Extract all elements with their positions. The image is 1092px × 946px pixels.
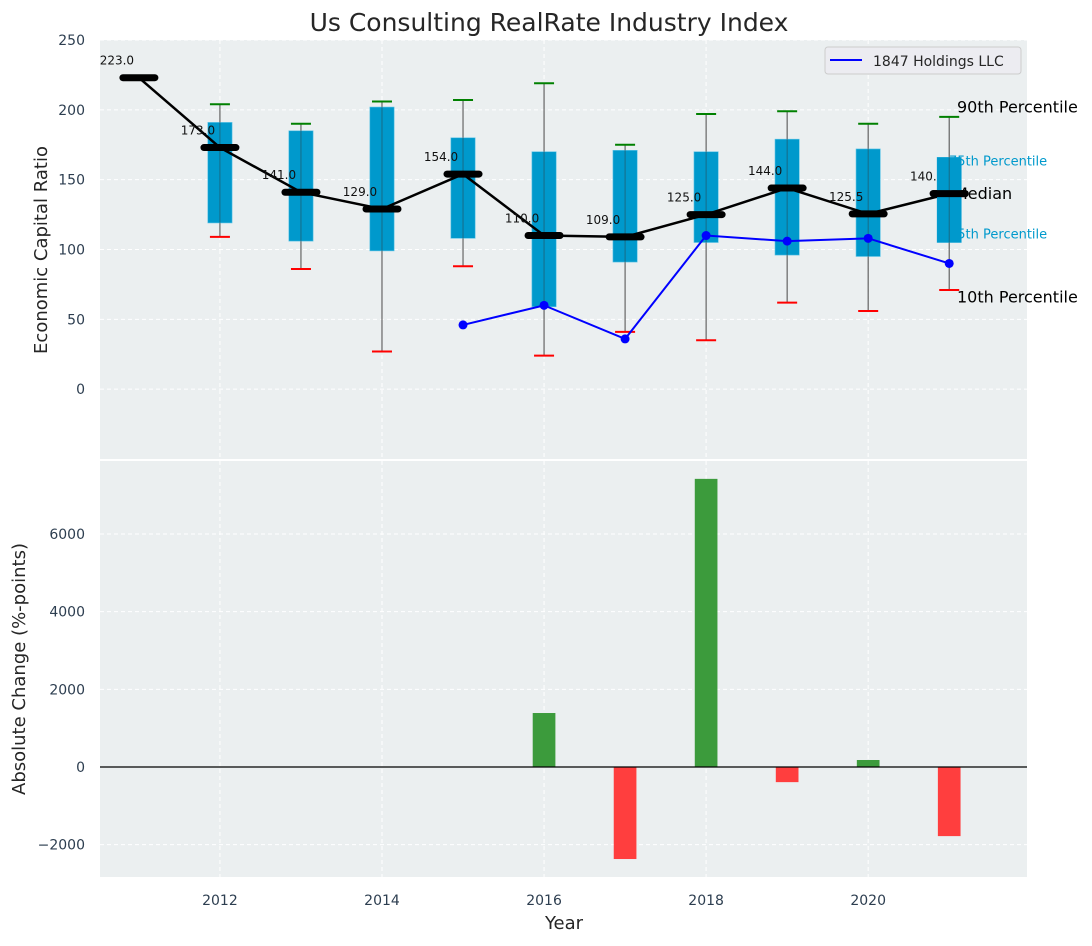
legend: 1847 Holdings LLC [824, 46, 1022, 75]
median-value-label: 129.0 [343, 185, 377, 199]
iqr-box [450, 137, 476, 239]
company-point [458, 320, 468, 330]
iqr-box [612, 150, 638, 263]
median-value-label: 223.0 [100, 54, 134, 68]
iqr-box-overlay [937, 157, 962, 243]
x-tick-label: 2012 [202, 893, 238, 909]
annotation-p75: 75th Percentile [949, 155, 1047, 170]
iqr-box [774, 138, 800, 256]
annotation-p10: 10th Percentile [957, 288, 1078, 307]
y-tick-label: 2000 [49, 682, 85, 698]
change-bar [532, 713, 556, 767]
change-bar [937, 766, 961, 837]
change-bar [613, 766, 637, 860]
top-y-axis-label: Economic Capital Ratio [31, 146, 52, 354]
median-value-label: 154.0 [424, 150, 458, 164]
annotation-p25: 25th Percentile [949, 227, 1047, 242]
bottom-y-axis-label: Absolute Change (%-points) [9, 543, 30, 795]
change-bar [856, 760, 880, 767]
legend-box [824, 46, 1022, 75]
company-point [944, 258, 954, 268]
change-bar [775, 766, 799, 783]
company-point [620, 334, 630, 344]
median-value-label: 109.0 [586, 213, 620, 227]
y-tick-label: 250 [58, 33, 85, 49]
company-point [863, 233, 873, 243]
y-tick-label: 200 [58, 103, 85, 119]
median-value-label: 110.0 [505, 212, 539, 226]
company-point [701, 231, 711, 241]
median-value-label: 173.0 [181, 124, 215, 138]
x-tick-label: 2018 [688, 893, 724, 909]
annotation-p90: 90th Percentile [957, 98, 1078, 117]
bottom-plot-area [100, 461, 1027, 877]
company-point [782, 236, 792, 246]
iqr-box [693, 151, 719, 243]
median-value-label: 144.0 [748, 164, 782, 178]
change-bar [694, 478, 718, 767]
x-axis-label: Year [544, 913, 584, 934]
legend-label: 1847 Holdings LLC [873, 54, 1004, 70]
median-value-label: 125.0 [667, 191, 701, 205]
iqr-box [369, 106, 395, 252]
median-value-label: 141.0 [262, 168, 296, 182]
x-tick-label: 2014 [364, 893, 400, 909]
iqr-box [288, 130, 314, 242]
company-point [539, 300, 549, 310]
y-tick-label: 0 [76, 382, 85, 398]
y-tick-label: 150 [58, 173, 85, 189]
x-tick-label: 2016 [526, 893, 562, 909]
y-tick-label: 0 [76, 760, 85, 776]
x-tick-label: 2020 [850, 893, 886, 909]
y-tick-label: 6000 [49, 527, 85, 543]
y-tick-label: 4000 [49, 605, 85, 621]
annotation-median: Median [954, 184, 1012, 203]
median-value-label: 125.5 [829, 190, 863, 204]
median-value-label: 140.0 [910, 170, 944, 184]
y-tick-label: 50 [67, 312, 85, 328]
y-tick-label: −2000 [38, 838, 85, 854]
y-tick-label: 100 [58, 243, 85, 259]
chart-title: Us Consulting RealRate Industry Index [310, 8, 789, 37]
